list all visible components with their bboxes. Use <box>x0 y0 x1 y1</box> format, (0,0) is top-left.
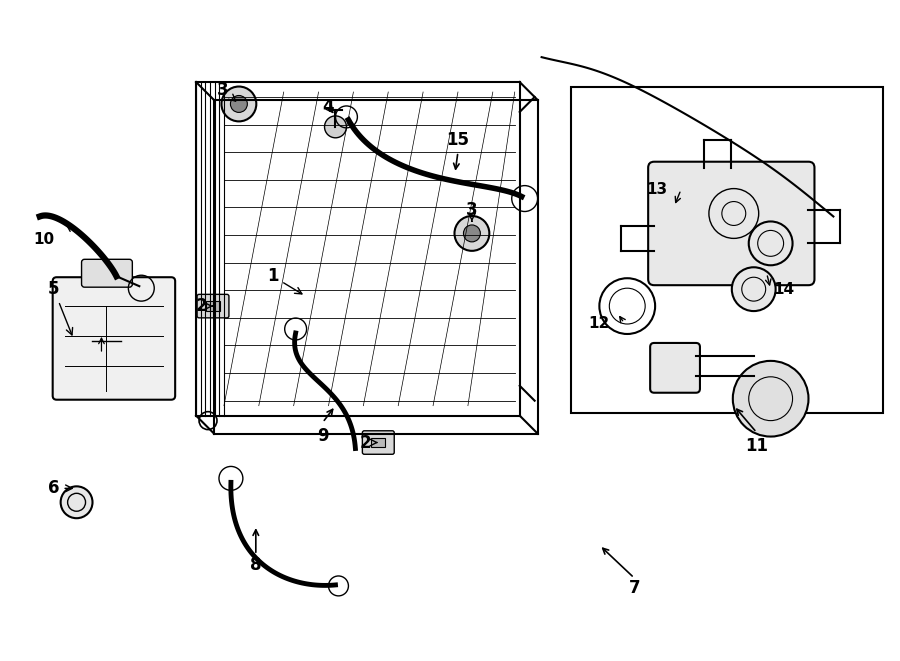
Circle shape <box>454 216 490 251</box>
Text: 8: 8 <box>250 556 262 574</box>
Text: 13: 13 <box>646 182 668 197</box>
Circle shape <box>733 361 808 436</box>
Text: 2: 2 <box>359 434 377 451</box>
Circle shape <box>464 225 481 242</box>
FancyBboxPatch shape <box>53 277 176 400</box>
Bar <box>572 87 883 412</box>
Bar <box>372 438 385 447</box>
Text: 11: 11 <box>745 436 769 455</box>
Bar <box>206 301 220 311</box>
Text: 5: 5 <box>48 280 73 335</box>
Text: 10: 10 <box>33 232 54 247</box>
Circle shape <box>221 87 256 122</box>
FancyBboxPatch shape <box>82 259 132 287</box>
Text: 12: 12 <box>589 315 610 330</box>
Circle shape <box>230 95 248 112</box>
Text: 9: 9 <box>317 426 328 445</box>
FancyBboxPatch shape <box>363 431 394 454</box>
FancyBboxPatch shape <box>650 343 700 393</box>
FancyBboxPatch shape <box>648 162 814 285</box>
FancyBboxPatch shape <box>197 294 229 318</box>
Circle shape <box>732 267 776 311</box>
Circle shape <box>325 116 346 137</box>
Text: 1: 1 <box>267 267 302 294</box>
Text: 7: 7 <box>628 579 640 597</box>
Text: 15: 15 <box>446 131 470 149</box>
Text: 14: 14 <box>773 282 794 297</box>
Text: 6: 6 <box>48 479 72 497</box>
Circle shape <box>60 486 93 518</box>
Text: 3: 3 <box>466 200 478 221</box>
Text: 2: 2 <box>195 297 212 315</box>
Text: 4: 4 <box>323 98 334 116</box>
Text: 3: 3 <box>217 81 236 101</box>
